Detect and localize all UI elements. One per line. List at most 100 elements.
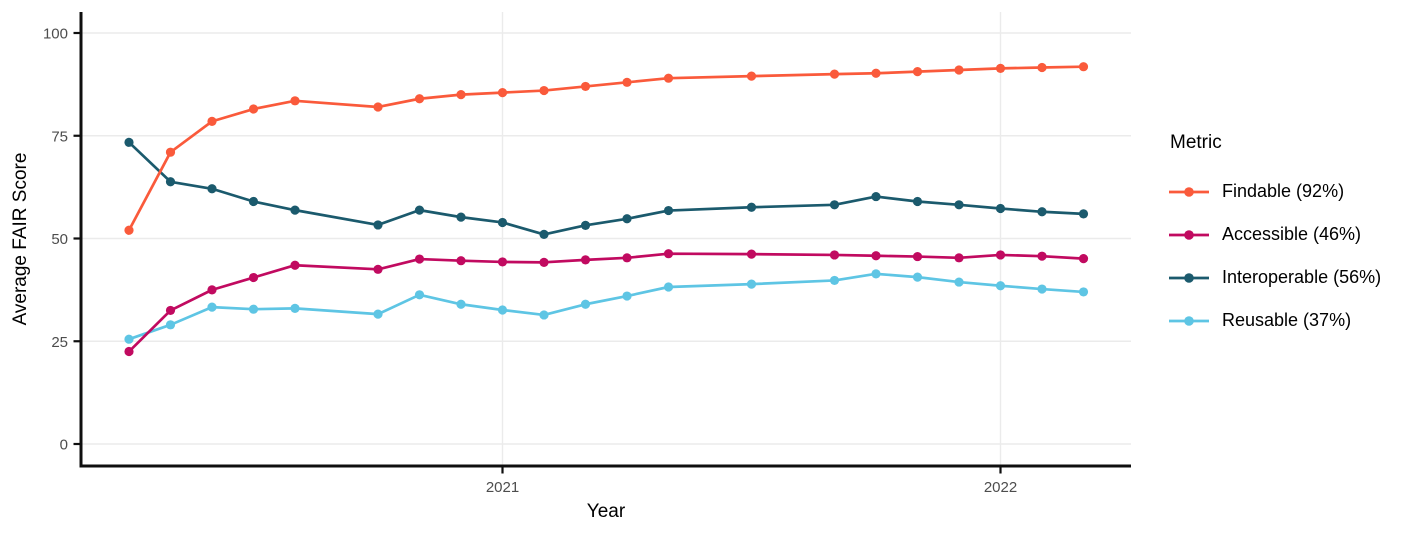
legend-item-label: Reusable (37%) xyxy=(1222,310,1352,330)
data-point xyxy=(995,63,1006,73)
data-point xyxy=(746,249,757,259)
data-point xyxy=(829,275,840,286)
data-point xyxy=(414,205,425,215)
data-point xyxy=(580,299,591,309)
data-point xyxy=(995,203,1006,214)
data-point xyxy=(539,85,549,96)
data-point xyxy=(456,299,466,309)
data-point xyxy=(414,254,425,264)
data-point xyxy=(290,96,300,106)
data-point xyxy=(373,220,383,230)
data-point xyxy=(1037,207,1047,217)
data-point xyxy=(663,205,674,216)
data-point xyxy=(746,279,757,289)
data-point xyxy=(373,264,383,274)
data-point xyxy=(1078,209,1089,219)
legend-item-label: Interoperable (56%) xyxy=(1222,267,1382,287)
data-point xyxy=(539,229,549,239)
data-point xyxy=(871,269,881,279)
legend-item-label: Findable (92%) xyxy=(1222,181,1345,201)
data-point xyxy=(497,257,508,267)
data-point xyxy=(414,290,425,300)
data-point xyxy=(912,272,923,282)
data-point xyxy=(580,81,591,92)
data-point xyxy=(912,251,923,262)
data-point xyxy=(995,281,1006,291)
data-point xyxy=(290,303,300,313)
legend-item: Accessible (46%) xyxy=(1168,213,1381,256)
data-point xyxy=(207,302,217,312)
series-line xyxy=(128,141,1084,236)
data-point xyxy=(373,309,383,319)
data-point xyxy=(871,191,881,202)
y-axis-title: Average FAIR Score xyxy=(10,153,31,326)
data-point xyxy=(1078,254,1089,264)
data-point xyxy=(165,305,176,316)
data-point xyxy=(124,334,134,344)
data-point xyxy=(829,200,840,210)
series-lines xyxy=(124,62,1089,357)
data-point xyxy=(456,256,466,266)
data-point xyxy=(497,305,508,315)
data-point xyxy=(456,90,466,100)
data-point xyxy=(539,310,549,320)
data-point xyxy=(1037,284,1047,294)
data-point xyxy=(497,217,508,228)
legend-item-label: Accessible (46%) xyxy=(1222,224,1362,244)
data-point xyxy=(124,137,134,147)
legend-key-icon xyxy=(1169,229,1209,240)
data-point xyxy=(290,260,300,270)
legend-key-icon xyxy=(1169,315,1209,326)
x-tick-label: 2022 xyxy=(984,479,1017,496)
data-point xyxy=(248,104,259,114)
axes: 0 25 50 75 100 2021 2022 xyxy=(43,12,1131,496)
data-point xyxy=(248,272,259,283)
series-line xyxy=(128,272,1084,341)
y-tick-label: 50 xyxy=(51,231,68,248)
data-point xyxy=(871,251,881,261)
data-point xyxy=(912,67,923,77)
x-axis-title: Year xyxy=(587,501,626,522)
legend-key-icon xyxy=(1169,272,1209,283)
data-point xyxy=(1037,62,1047,73)
legend-item: Findable (92%) xyxy=(1168,170,1381,213)
data-point xyxy=(165,147,176,157)
data-point xyxy=(622,214,632,224)
data-point xyxy=(829,69,840,79)
data-point xyxy=(746,71,757,81)
data-point xyxy=(414,94,425,104)
data-point xyxy=(207,116,217,126)
data-point xyxy=(373,102,383,112)
y-tick-label: 0 xyxy=(60,437,68,454)
data-point xyxy=(124,225,134,235)
data-point xyxy=(539,257,549,267)
legend-title: Metric xyxy=(1170,132,1222,153)
data-point xyxy=(1078,287,1089,297)
data-point xyxy=(622,77,632,87)
data-point xyxy=(165,320,176,330)
gridlines xyxy=(81,12,1131,466)
data-point xyxy=(580,220,591,230)
legend-item: Reusable (37%) xyxy=(1168,299,1381,342)
legend-item: Interoperable (56%) xyxy=(1168,256,1381,299)
data-point xyxy=(1037,251,1047,261)
data-point xyxy=(207,184,217,194)
data-point xyxy=(954,277,964,287)
data-point xyxy=(954,65,964,75)
legend: Metric Findable (92%) Accessible (46%) Int… xyxy=(1168,132,1381,342)
data-point xyxy=(912,196,923,207)
series-line xyxy=(128,252,1084,353)
data-point xyxy=(663,249,674,259)
y-tick-label: 100 xyxy=(43,26,68,43)
data-point xyxy=(995,250,1006,260)
legend-key-icon xyxy=(1169,186,1209,197)
data-point xyxy=(290,205,300,215)
data-point xyxy=(663,282,674,292)
data-point xyxy=(663,73,674,83)
data-point xyxy=(124,346,134,357)
data-point xyxy=(954,200,964,210)
legend-items: Findable (92%) Accessible (46%) Interopera… xyxy=(1168,170,1381,342)
data-point xyxy=(871,68,881,78)
data-point xyxy=(207,285,217,295)
